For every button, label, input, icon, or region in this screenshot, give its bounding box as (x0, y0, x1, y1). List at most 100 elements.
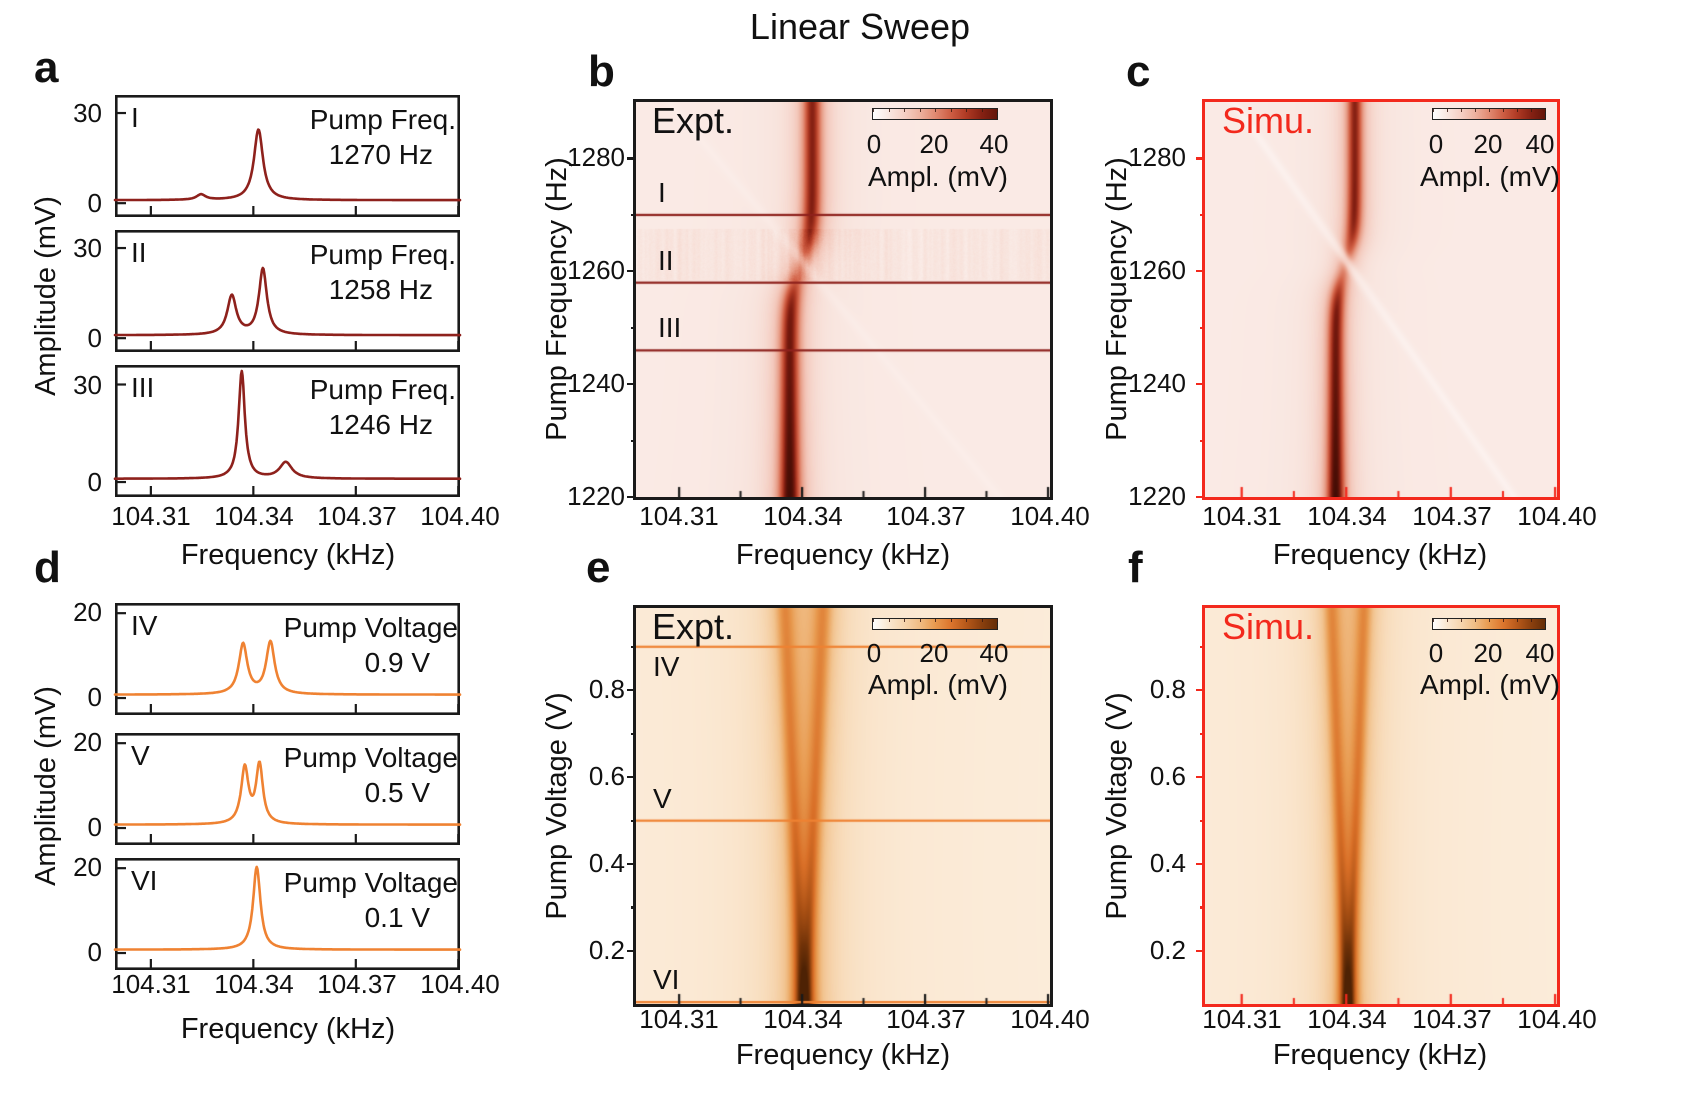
f-xlabel: Frequency (kHz) (1272, 1039, 1488, 1071)
e-colorbar-tick-mark (935, 619, 936, 622)
heatmap-e-canvas (636, 608, 1050, 1004)
e-xtick-2: 104.37 (886, 1004, 966, 1034)
b-colorbar-tick-mark (950, 109, 952, 112)
f-colorbar-tick-mark (1447, 619, 1448, 622)
c-colorbar-tick-mark (1545, 109, 1546, 112)
b-ytick-1280: 1280 (567, 142, 625, 172)
f-xtick-0: 104.31 (1202, 1004, 1282, 1034)
annotation-pump-voltage-value-1: 0.9 V (364, 647, 430, 678)
f-ytick-04: 0.4 (1149, 848, 1186, 878)
e-colorbar-tick-mark (981, 619, 983, 622)
b-colorbar-tick-mark (919, 109, 921, 112)
e-colorbar-tick-0: 0 (866, 638, 882, 668)
e-ytick-06: 0.6 (588, 761, 625, 791)
b-marker-label-II: II (658, 244, 674, 276)
f-y-axis-tick (1196, 689, 1205, 692)
e-colorbar-tick-40: 40 (979, 638, 1009, 668)
b-y-axis-tick (631, 213, 636, 217)
b-marker-label-I: I (658, 176, 666, 208)
e-marker-label-VI: VI (653, 964, 680, 995)
d-ytick-0-1: 0 (87, 682, 102, 712)
e-marker-label-V: V (653, 782, 672, 814)
f-colorbar-tick-mark (1531, 619, 1532, 622)
c-colorbar-tick-mark (1531, 109, 1532, 112)
f-colorbar-tick-mark (1475, 619, 1476, 622)
c-colorbar-tick-mark (1447, 109, 1448, 112)
annotation-pump-freq-value-1: 1270 Hz (328, 139, 433, 170)
b-colorbar-tick-40: 40 (979, 129, 1009, 159)
e-colorbar-tick-mark (997, 619, 998, 622)
b-marker-label-III: III (658, 312, 682, 344)
panel-a-ylabel: Amplitude (mV) (30, 196, 62, 396)
f-y-axis-tick (1196, 776, 1205, 779)
f-y-axis-tick (1196, 949, 1205, 953)
annotation-pump-freq-value-2: 1258 Hz (328, 274, 433, 305)
b-y-axis-tick (627, 157, 636, 160)
f-colorbar-tick-mark (1433, 619, 1434, 622)
a-ytick-30-1: 30 (73, 98, 102, 128)
b-colorbar-tick-20: 20 (919, 129, 949, 159)
panel-a-plot-III (113, 364, 462, 497)
c-colorbar-tick-mark (1517, 109, 1518, 112)
e-xtick-0: 104.31 (639, 1004, 719, 1034)
b-colorbar-tick-mark (904, 109, 905, 112)
b-colorbar-label: Ampl. (mV) (868, 161, 1008, 192)
f-colorbar-tick-mark (1461, 619, 1462, 622)
c-y-axis-tick (1196, 270, 1205, 273)
e-y-axis-tick (631, 906, 636, 909)
annotation-pump-freq-3: Pump Freq. (309, 374, 456, 405)
e-colorbar-tick-mark (873, 619, 874, 622)
e-y-axis-tick (627, 863, 636, 866)
c-y-axis-tick (1200, 213, 1205, 217)
e-ytick-02: 0.2 (588, 935, 625, 965)
panel-a-plot-I (113, 94, 462, 218)
f-colorbar-tick-mark (1503, 619, 1504, 622)
b-y-axis-tick (627, 496, 636, 499)
b-colorbar-tick-mark (873, 109, 874, 112)
panel-d-plot-VI (113, 857, 462, 971)
annotation-pump-freq-1: Pump Freq. (309, 104, 456, 135)
e-y-axis-tick (627, 776, 636, 779)
d-ytick-0-3: 0 (87, 937, 102, 967)
c-y-axis-tick (1196, 157, 1205, 160)
b-colorbar-tick-mark (966, 109, 967, 112)
c-colorbar (1432, 108, 1546, 120)
heatmap-b-canvas (636, 102, 1050, 497)
heatmap-c-canvas (1205, 102, 1557, 497)
c-simu-label: Simu. (1222, 100, 1315, 141)
e-xtick-3: 104.40 (1010, 1004, 1090, 1034)
b-y-axis-tick (631, 439, 636, 442)
curve-label-III: III (131, 372, 155, 403)
b-y-axis-tick (631, 326, 636, 329)
d-xtick-0: 104.31 (111, 969, 191, 999)
f-colorbar-label: Ampl. (mV) (1420, 669, 1560, 700)
c-ytick-1280: 1280 (1128, 142, 1186, 172)
e-marker-label-IV: IV (653, 650, 680, 682)
f-ytick-08: 0.8 (1149, 674, 1186, 704)
d-xtick-1: 104.34 (214, 969, 294, 999)
panel-a-plot-II (113, 229, 462, 353)
panel-b-letter: b (588, 47, 615, 96)
curve-label-VI: VI (131, 865, 158, 896)
e-y-axis-tick (627, 689, 636, 692)
b-xlabel: Frequency (kHz) (735, 539, 951, 571)
c-colorbar-tick-40: 40 (1525, 129, 1555, 159)
c-ytick-1240: 1240 (1128, 368, 1186, 398)
e-colorbar (872, 618, 998, 630)
d-ytick-0-2: 0 (87, 812, 102, 842)
e-colorbar-tick-20: 20 (919, 638, 949, 668)
a-ytick-30-2: 30 (73, 233, 102, 263)
e-expt-label: Expt. (652, 606, 735, 647)
f-y-axis-tick (1200, 906, 1205, 909)
panel-d-letter: d (34, 543, 61, 592)
panel-e-plot-frame (633, 605, 1053, 1007)
e-y-axis-tick (631, 645, 636, 648)
c-xtick-1: 104.34 (1307, 501, 1387, 531)
c-y-axis-tick (1196, 383, 1205, 386)
e-xlabel: Frequency (kHz) (735, 1039, 951, 1071)
b-xtick-0: 104.31 (639, 501, 719, 531)
f-colorbar-tick-mark (1545, 619, 1546, 622)
panel-d-ylabel: Amplitude (mV) (30, 686, 62, 886)
c-colorbar-tick-0: 0 (1428, 129, 1444, 159)
f-y-axis-tick (1200, 645, 1205, 648)
